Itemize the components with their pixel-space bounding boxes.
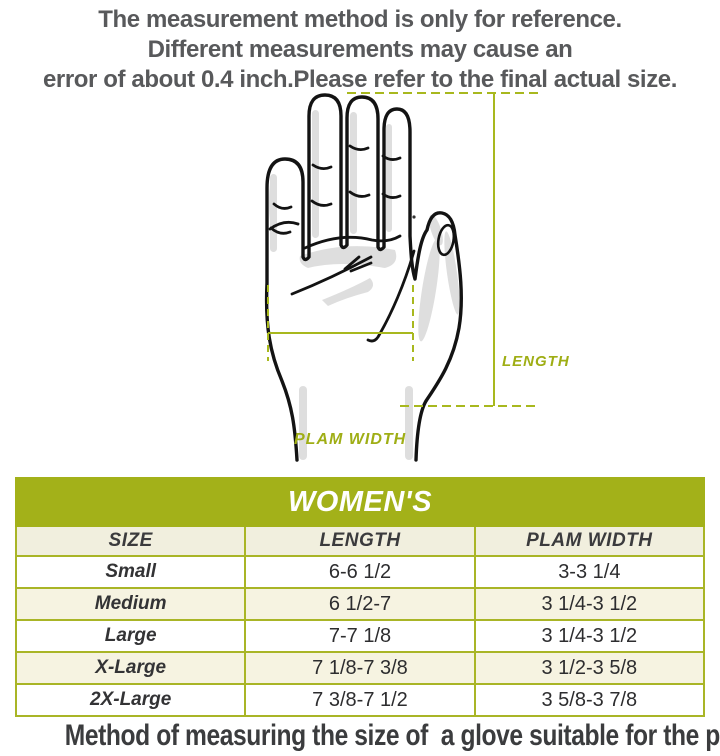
table-title: WOMEN'S — [15, 477, 705, 527]
length-cell: 6 1/2-7 — [244, 589, 473, 619]
disclaimer-text: The measurement method is only for refer… — [0, 5, 720, 95]
table-row-medium: Medium 6 1/2-7 3 1/4-3 1/2 — [17, 587, 703, 619]
palm-width-cell: 3 5/8-3 7/8 — [473, 685, 703, 715]
length-label: LENGTH — [502, 353, 570, 370]
length-cell: 7 3/8-7 1/2 — [244, 685, 473, 715]
column-header-palm-width: PLAM WIDTH — [473, 527, 703, 555]
length-cell: 7 1/8-7 3/8 — [244, 653, 473, 683]
palm-width-cell: 3-3 1/4 — [473, 557, 703, 587]
table-grid: SIZE LENGTH PLAM WIDTH Small 6-6 1/2 3-3… — [15, 527, 705, 717]
hand-creases — [268, 144, 456, 343]
size-cell: 2X-Large — [90, 689, 172, 710]
table-row-x-large: X-Large 7 1/8-7 3/8 3 1/2-3 5/8 — [17, 651, 703, 683]
disclaimer-line-2: Different measurements may cause an — [147, 36, 573, 63]
table-header-row: SIZE LENGTH PLAM WIDTH — [17, 527, 703, 555]
table-row-large: Large 7-7 1/8 3 1/4-3 1/2 — [17, 619, 703, 651]
table-row-small: Small 6-6 1/2 3-3 1/4 — [17, 555, 703, 587]
measurement-lines — [267, 92, 538, 407]
length-cell: 6-6 1/2 — [244, 557, 473, 587]
size-cell: X-Large — [95, 657, 167, 678]
table-row-2x-large: 2X-Large 7 3/8-7 1/2 3 5/8-3 7/8 — [17, 683, 703, 715]
disclaimer-line-1: The measurement method is only for refer… — [98, 6, 622, 33]
womens-size-table: WOMEN'S SIZE LENGTH PLAM WIDTH Small 6-6… — [15, 477, 705, 717]
column-header-size: SIZE — [108, 530, 153, 551]
hand-measurement-diagram: LENGTH PLAM WIDTH — [0, 88, 720, 477]
column-header-length: LENGTH — [244, 527, 473, 555]
hand-illustration — [264, 92, 538, 462]
length-cell: 7-7 1/8 — [244, 621, 473, 651]
palm-width-cell: 3 1/4-3 1/2 — [473, 621, 703, 651]
size-cell: Small — [105, 561, 157, 582]
footer-caption: Method of measuring the size of a glove … — [64, 719, 720, 752]
size-cell: Large — [104, 625, 157, 646]
hand-outline — [264, 93, 463, 462]
size-cell: Medium — [94, 593, 167, 614]
palm-width-label: PLAM WIDTH — [294, 431, 407, 448]
disclaimer-line-3: error of about 0.4 inch.Please refer to … — [42, 66, 678, 93]
palm-width-cell: 3 1/4-3 1/2 — [473, 589, 703, 619]
palm-width-cell: 3 1/2-3 5/8 — [473, 653, 703, 683]
